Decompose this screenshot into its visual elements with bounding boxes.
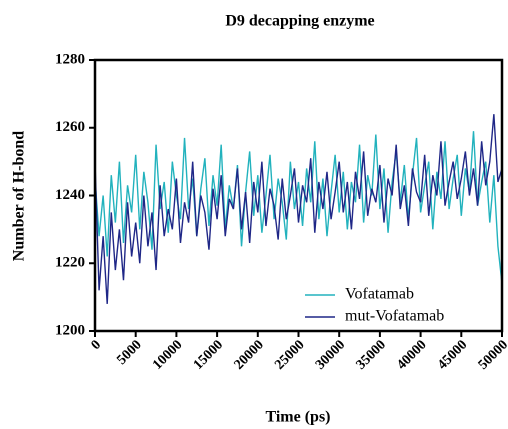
- x-tick-label: 45000: [435, 337, 470, 372]
- y-tick-label: 1200: [55, 322, 85, 338]
- y-tick-label: 1240: [55, 187, 85, 203]
- chart-title: D9 decapping enzyme: [225, 13, 374, 30]
- x-tick-label: 20000: [232, 337, 267, 372]
- x-tick-label: 40000: [394, 337, 429, 372]
- y-tick-label: 1220: [55, 255, 85, 271]
- y-axis-label: Number of H-bond: [11, 131, 28, 261]
- y-tick-label: 1280: [55, 51, 85, 67]
- legend-label: Vofatamab: [345, 286, 414, 303]
- x-tick-label: 15000: [191, 337, 226, 372]
- x-tick-label: 35000: [354, 337, 389, 372]
- x-tick-label: 5000: [114, 337, 144, 367]
- x-tick-label: 50000: [476, 337, 508, 372]
- plot-frame: [93, 58, 504, 333]
- x-tick-label: 10000: [150, 337, 185, 372]
- series-line: [94, 131, 503, 284]
- x-tick-label: 25000: [272, 337, 307, 372]
- y-tick-label: 1260: [55, 119, 85, 135]
- x-axis-label: Time (ps): [265, 409, 330, 426]
- series-line: [94, 114, 503, 304]
- x-tick-label: 30000: [313, 337, 348, 372]
- x-tick-label: 0: [89, 337, 105, 353]
- legend-label: mut-Vofatamab: [345, 308, 444, 325]
